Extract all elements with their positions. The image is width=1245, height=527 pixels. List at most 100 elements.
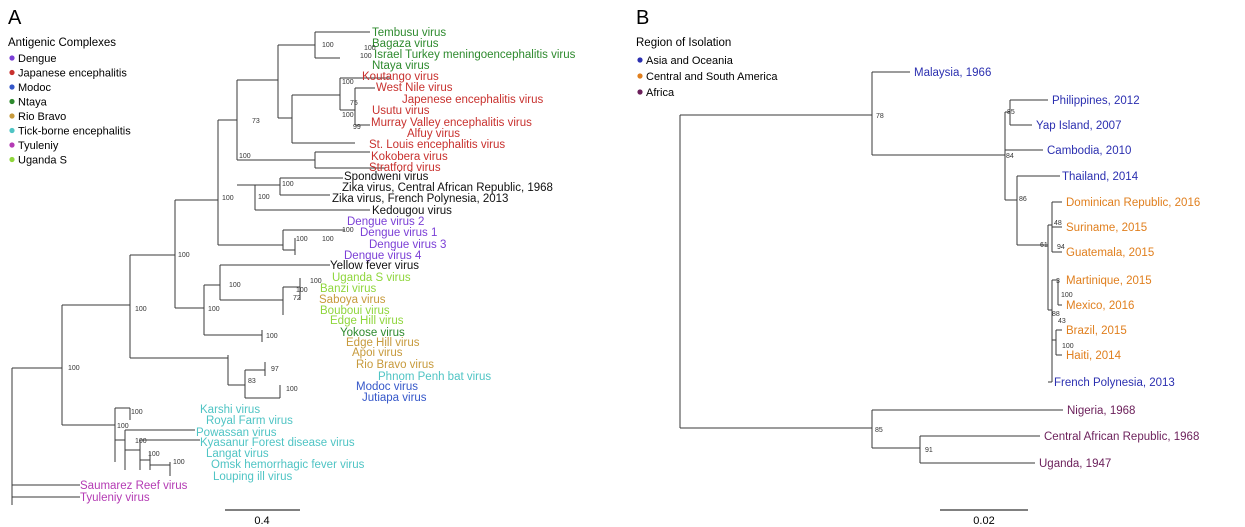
support-value-a: 100 <box>239 153 251 160</box>
leaf-label-a: Zika virus, French Polynesia, 2013 <box>332 193 508 205</box>
leaf-label-a: Phnom Penh bat virus <box>378 371 491 383</box>
support-value-a: 100 <box>135 306 147 313</box>
support-value-a: 100 <box>258 194 270 201</box>
support-value-a: 100 <box>208 306 220 313</box>
a-legend-label: Tyuleniy <box>18 140 59 152</box>
support-value-a: 100 <box>342 112 354 119</box>
support-value-b: 91 <box>925 447 933 454</box>
support-value-a: 75 <box>350 100 358 107</box>
legend-b-title: Region of Isolation <box>636 37 731 49</box>
leaf-label-a: Spondweni virus <box>344 171 429 183</box>
support-value-a: 100 <box>282 181 294 188</box>
support-value-a: 97 <box>271 366 279 373</box>
support-value-b: 61 <box>1040 242 1048 249</box>
a-legend-dot <box>9 69 15 76</box>
leaf-label-a: Bagaza virus <box>372 38 439 50</box>
leaf-label-a: Kedougou virus <box>372 205 452 217</box>
b-legend-dot <box>637 89 643 95</box>
support-value-a: 100 <box>135 438 147 445</box>
a-legend-label: Uganda S <box>18 155 67 167</box>
support-value-a: 100 <box>266 333 278 340</box>
leaf-label-b: Yap Island, 2007 <box>1036 120 1121 132</box>
support-value-a: 100 <box>322 42 334 49</box>
leaf-label-a: Modoc virus <box>356 381 418 393</box>
legend-a-items: Dengue Japanese encephalitis Modoc Ntaya Rio… <box>9 53 131 167</box>
a-legend-dot <box>9 127 15 134</box>
b-legend-label: Africa <box>646 87 675 99</box>
leaf-label-a: Kyasanur Forest disease virus <box>200 437 355 449</box>
leaf-label-a: Saumarez Reef virus <box>80 480 188 492</box>
leaf-label-b: Haiti, 2014 <box>1066 350 1122 362</box>
support-value-a: 100 <box>286 386 298 393</box>
tree-a-branches <box>11 31 390 505</box>
support-value-b: 100 <box>1061 292 1073 299</box>
leaf-label-a: Edge Hill virus <box>346 337 420 349</box>
leaf-label-a: Uganda S virus <box>332 272 411 284</box>
leaf-label-a: Japenese encephalitis virus <box>402 94 544 106</box>
b-legend-dot <box>637 73 643 79</box>
tree-b-leaves: Malaysia, 1966 Philippines, 2012 Yap Islan… <box>914 67 1200 470</box>
support-value-b: 48 <box>1054 220 1062 227</box>
support-value-a: 100 <box>68 365 80 372</box>
a-legend-label: Rio Bravo <box>18 111 66 123</box>
panel-a-letter: A <box>8 7 22 29</box>
support-value-b: 85 <box>1007 109 1015 116</box>
leaf-label-b: Mexico, 2016 <box>1066 300 1134 312</box>
a-legend-dot <box>9 142 15 148</box>
leaf-label-a: Royal Farm virus <box>206 415 293 427</box>
support-value-b: 86 <box>1019 196 1027 203</box>
a-legend-label: Dengue <box>18 53 57 65</box>
leaf-label-b: Brazil, 2015 <box>1066 325 1127 337</box>
support-value-a: 100 <box>360 53 372 60</box>
support-value-a: 100 <box>131 409 143 416</box>
leaf-label-a: Ntaya virus <box>372 60 430 72</box>
leaf-label-a: Dengue virus 4 <box>344 250 422 262</box>
leaf-label-a: Kokobera virus <box>371 151 448 163</box>
leaf-label-a: Usutu virus <box>372 105 430 117</box>
leaf-label-a: Karshi virus <box>200 404 260 416</box>
leaf-label-a: Murray Valley encephalitis virus <box>371 117 532 129</box>
a-legend-label: Ntaya <box>18 97 48 109</box>
leaf-label-b: Guatemala, 2015 <box>1066 247 1154 259</box>
leaf-label-a: Tembusu virus <box>372 27 446 39</box>
support-value-a: 100 <box>364 45 376 52</box>
leaf-label-a: Rio Bravo virus <box>356 359 434 371</box>
a-legend-dot <box>9 98 15 105</box>
scale-bar-a: 0.4 <box>225 509 300 527</box>
scale-bar-a-label: 0.4 <box>254 515 269 527</box>
support-value-b: 88 <box>1052 311 1060 318</box>
leaf-label-a: Jutiapa virus <box>362 392 427 404</box>
a-legend-dot <box>9 113 15 119</box>
leaf-label-a: Edge Hill virus <box>330 315 404 327</box>
leaf-label-b: Nigeria, 1968 <box>1067 405 1135 417</box>
panel-a: A Antigenic Complexes Dengue Japanese enc… <box>8 7 576 527</box>
panel-b-letter: B <box>636 7 649 29</box>
support-value-a: 100 <box>148 451 160 458</box>
leaf-label-a: Bouboui virus <box>320 305 390 317</box>
support-value-a: 100 <box>296 287 308 294</box>
a-legend-label: Tick-borne encephalitis <box>18 126 131 138</box>
leaf-label-b: Uganda, 1947 <box>1039 458 1111 470</box>
support-value-a: 100 <box>310 278 322 285</box>
leaf-label-a: Yokose virus <box>340 327 405 339</box>
support-value-b: 85 <box>875 427 883 434</box>
leaf-label-a: Banzi virus <box>320 283 376 295</box>
support-value-a: 100 <box>322 236 334 243</box>
leaf-label-a: Stratford virus <box>369 162 441 174</box>
support-value-b: 3 <box>1056 278 1060 285</box>
leaf-label-a: Langat virus <box>206 448 269 460</box>
leaf-label-b: Thailand, 2014 <box>1062 171 1139 183</box>
leaf-label-b: Malaysia, 1966 <box>914 67 991 79</box>
support-value-b: 100 <box>1062 343 1074 350</box>
leaf-label-a: Apoi virus <box>352 347 403 359</box>
leaf-label-a: St. Louis encephalitis virus <box>369 139 505 151</box>
leaf-label-a: Omsk hemorrhagic fever virus <box>211 459 365 471</box>
b-legend-label: Asia and Oceania <box>646 55 734 67</box>
tree-b-branches <box>679 71 1063 464</box>
support-value-a: 100 <box>296 236 308 243</box>
leaf-label-b: Philippines, 2012 <box>1052 95 1140 107</box>
leaf-label-a: Israel Turkey meningoencephalitis virus <box>374 49 576 61</box>
